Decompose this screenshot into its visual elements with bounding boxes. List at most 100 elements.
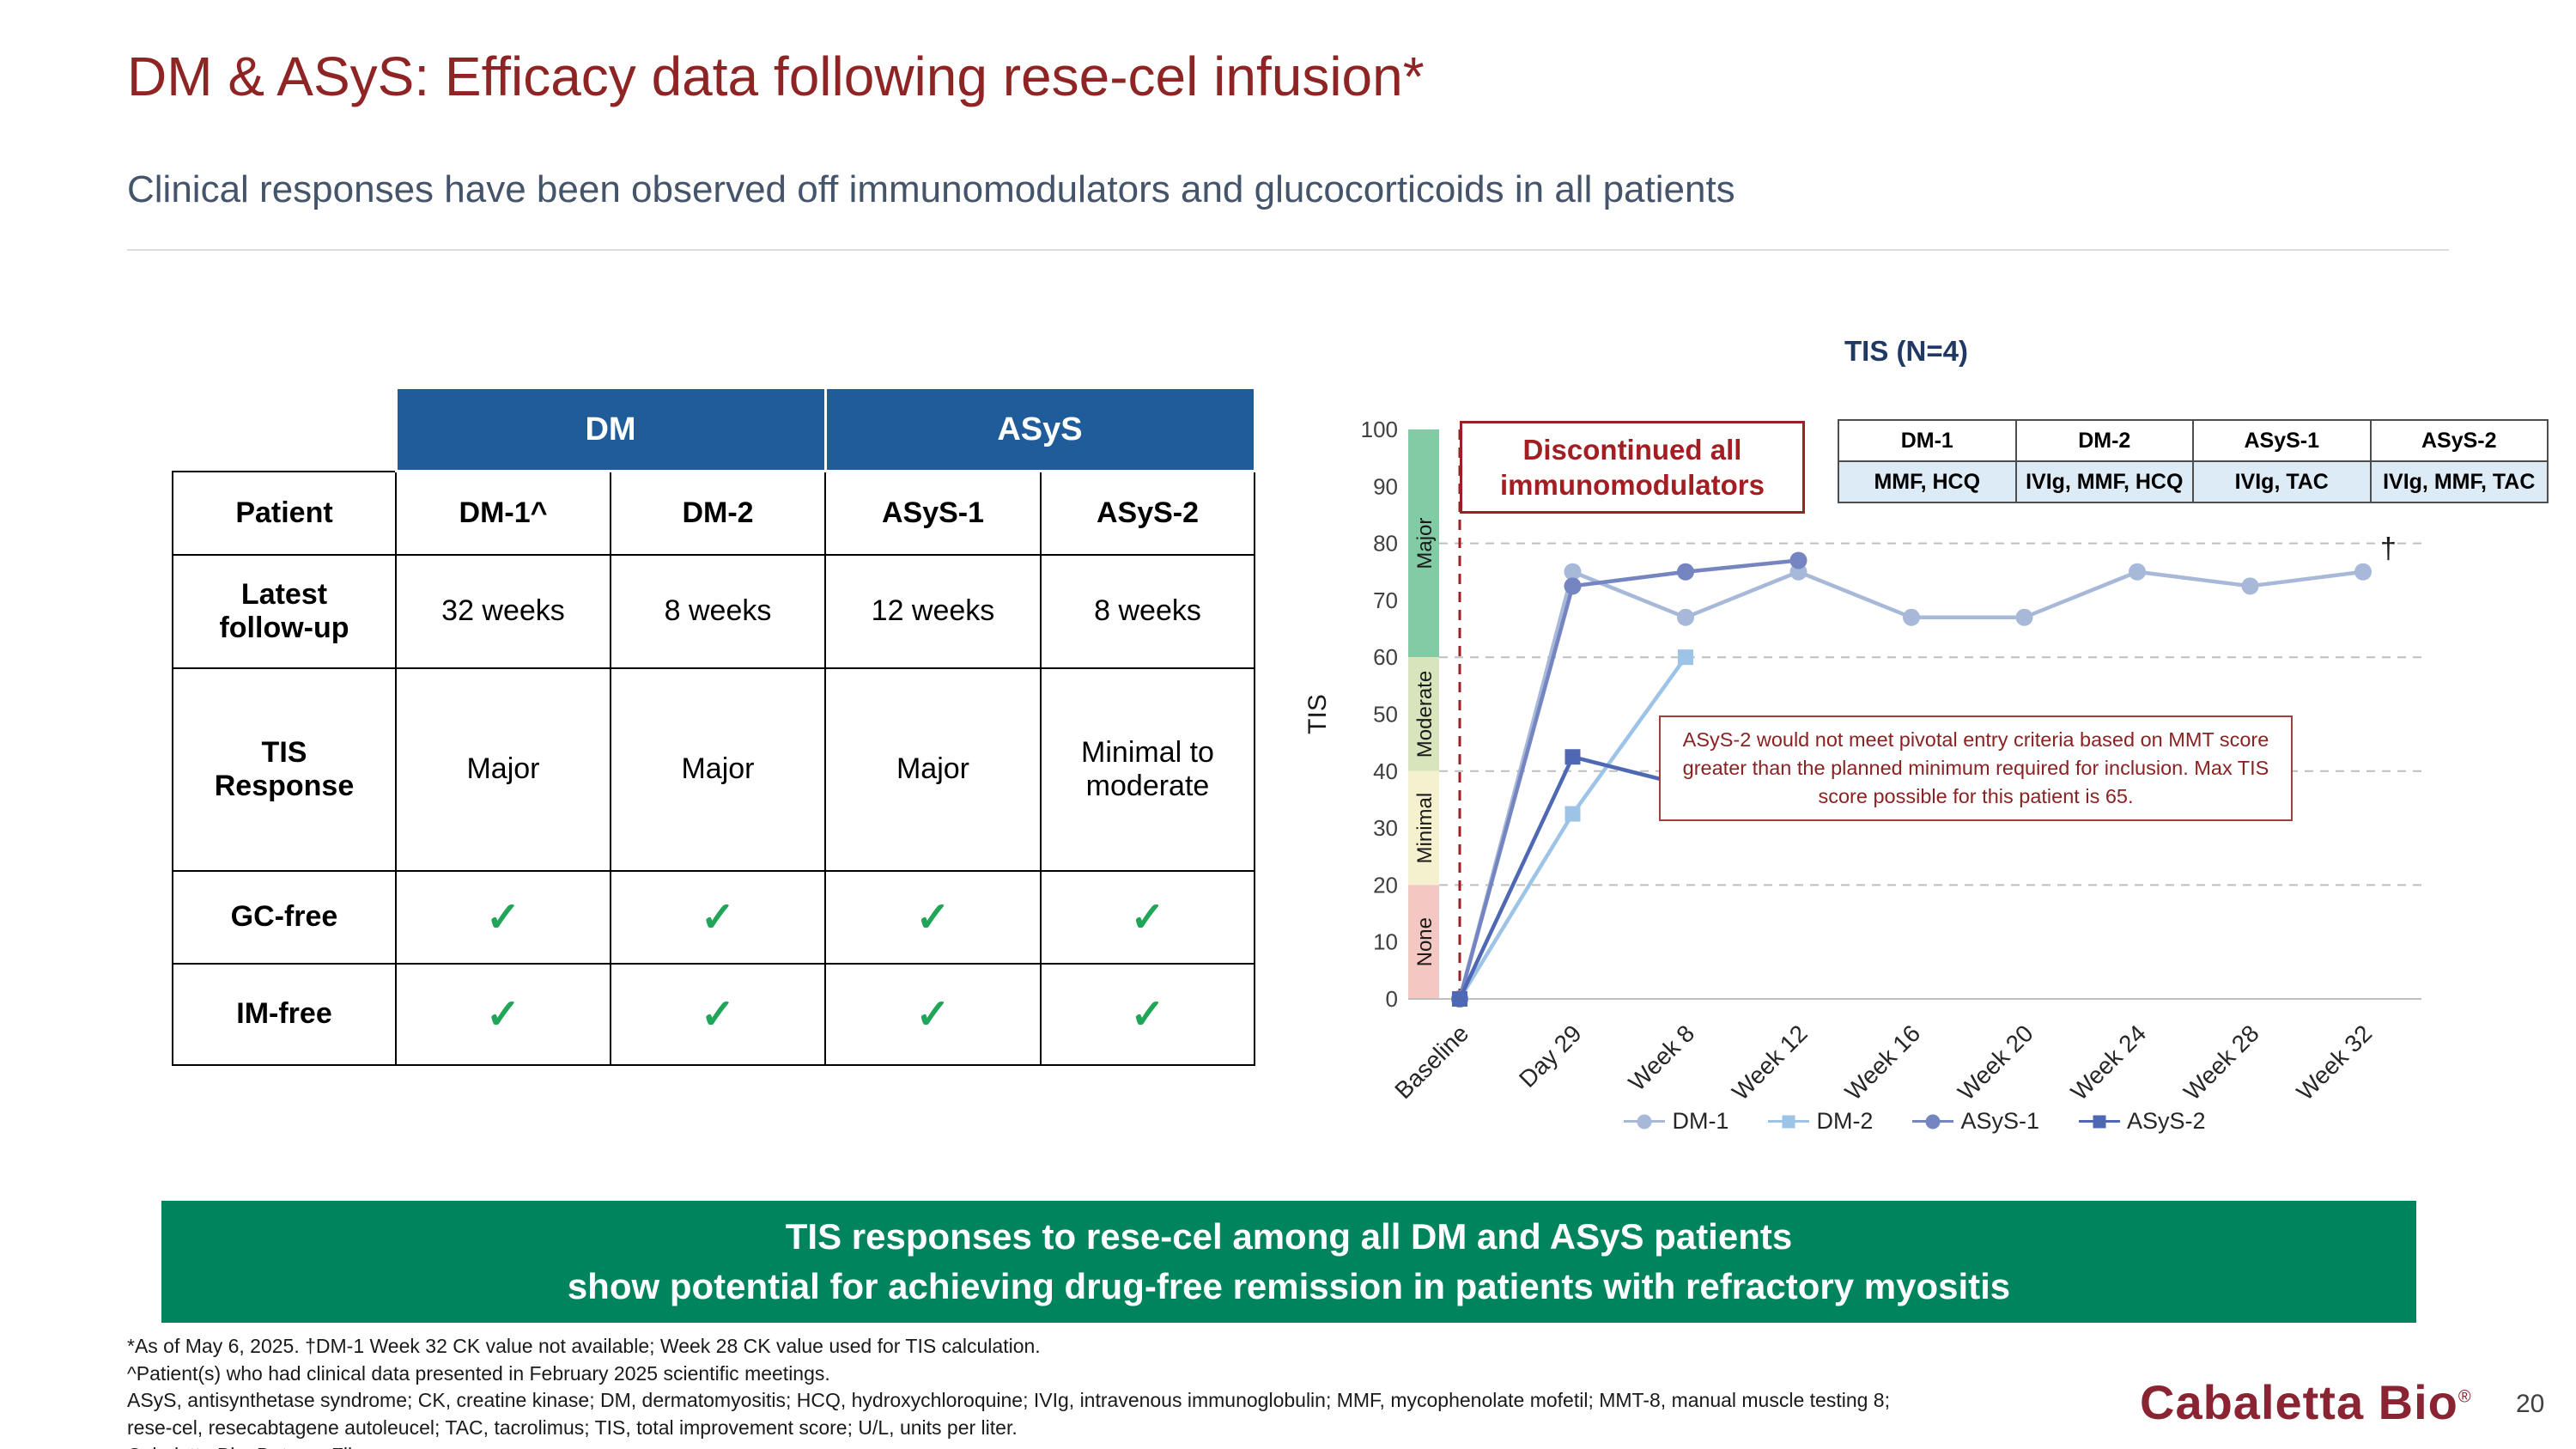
med-table-value: IVIg, TAC	[2194, 462, 2372, 503]
row-label-im-free: IM-free	[172, 962, 397, 1066]
banner-line-1: TIS responses to rese-cel among all DM a…	[785, 1216, 1793, 1257]
dagger-note: †	[2380, 533, 2397, 565]
y-tick-label: 80	[1373, 531, 1398, 557]
table-row-im-free: IM-free ✓ ✓ ✓ ✓	[172, 962, 1255, 1066]
x-tick-label: Week 28	[2178, 1020, 2264, 1105]
key-takeaway-banner: TIS responses to rese-cel among all DM a…	[161, 1201, 2416, 1323]
marker-dm-2	[1678, 649, 1693, 666]
marker-dm-1	[1903, 608, 1920, 626]
med-table-header: ASyS-2	[2371, 421, 2549, 462]
med-table-value: IVIg, MMF, HCQ	[2016, 462, 2194, 503]
marker-dm-1	[2015, 608, 2033, 626]
y-tick-label: 0	[1386, 986, 1398, 1012]
check-icon: ✓	[1040, 962, 1255, 1066]
tis-line-chart: Major Moderate Minimal None 0 10 20 30 40 50 60 70 8…	[1303, 417, 2421, 1105]
row-label-gc-free: GC-free	[172, 869, 397, 965]
check-icon: ✓	[1040, 869, 1255, 965]
row-label-patient: Patient	[172, 470, 397, 556]
footnotes: *As of May 6, 2025. †DM-1 Week 32 CK val…	[127, 1333, 1890, 1449]
x-tick-label: Day 29	[1514, 1020, 1587, 1093]
chart-legend: DM-1 DM-2 ASyS-1 ASyS-2	[1460, 1108, 2370, 1135]
table-row-latest-follow-up: Latest follow-up 32 weeks 8 weeks 12 weeks 8…	[172, 553, 1255, 669]
marker-asys-1	[1789, 551, 1807, 569]
y-tick-label: 20	[1373, 872, 1398, 898]
legend-label: DM-1	[1672, 1108, 1729, 1134]
y-tick-label: 30	[1373, 815, 1398, 841]
med-table-header: ASyS-1	[2194, 421, 2372, 462]
marker-dm-2	[1564, 806, 1581, 822]
legend-label: ASyS-2	[2127, 1108, 2206, 1134]
legend-item-asys-1: ASyS-1	[1912, 1108, 2039, 1135]
marker-asys-2	[1564, 749, 1581, 765]
check-icon: ✓	[824, 869, 1042, 965]
latest-follow-up-cell: 32 weeks	[395, 553, 611, 669]
row-label-tis-response: TIS Response	[172, 667, 397, 872]
asys2-note-annotation: ASyS-2 would not meet pivotal entry crit…	[1659, 715, 2293, 821]
check-icon: ✓	[395, 869, 611, 965]
patient-cell: DM-1^	[395, 470, 611, 556]
row-label-latest-follow-up: Latest follow-up	[172, 553, 397, 669]
latest-follow-up-cell: 8 weeks	[610, 553, 826, 669]
x-tick-label: Baseline	[1389, 1020, 1473, 1104]
footnote-line: ASyS, antisynthetase syndrome; CK, creat…	[127, 1389, 1890, 1412]
legend-item-dm-1: DM-1	[1624, 1108, 1728, 1135]
table-row-gc-free: GC-free ✓ ✓ ✓ ✓	[172, 869, 1255, 965]
latest-follow-up-cell: 8 weeks	[1040, 553, 1255, 669]
band-major	[1408, 429, 1439, 658]
table-group-asys: ASyS	[823, 387, 1256, 472]
tis-response-cell: Major	[610, 667, 826, 872]
header-divider	[127, 249, 2449, 251]
band-label-major: Major	[1413, 518, 1437, 569]
marker-dm-1	[2354, 563, 2372, 581]
table-row-patient: Patient DM-1^ DM-2 ASyS-1 ASyS-2	[172, 470, 1255, 556]
tis-response-cell: Minimal to moderate	[1040, 667, 1255, 872]
footnote-line: ^Patient(s) who had clinical data presen…	[127, 1361, 830, 1385]
y-tick-label: 100	[1361, 417, 1398, 442]
x-tick-label: Week 8	[1624, 1020, 1700, 1096]
band-label-moderate: Moderate	[1413, 671, 1437, 758]
check-icon: ✓	[610, 962, 826, 1066]
marker-asys-1	[1677, 563, 1694, 581]
check-icon: ✓	[610, 869, 826, 965]
patient-cell: ASyS-1	[824, 470, 1042, 556]
page-title: DM & ASyS: Efficacy data following rese-…	[127, 46, 1425, 107]
footnote-line: *As of May 6, 2025. †DM-1 Week 32 CK val…	[127, 1335, 1041, 1357]
logo-text: Cabaletta Bio	[2140, 1375, 2458, 1429]
legend-item-dm-2: DM-2	[1768, 1108, 1873, 1135]
x-tick-label: Week 16	[1840, 1020, 1926, 1105]
legend-circle-icon	[1624, 1113, 1666, 1130]
table-row-tis-response: TIS Response Major Major Major Minimal to mo…	[172, 667, 1255, 872]
immunomodulator-table: DM-1 DM-2 ASyS-1 ASyS-2 MMF, HCQ IVIg, MMF, H…	[1838, 419, 2549, 503]
discontinued-annotation: Discontinued all immunomodulators	[1460, 421, 1805, 514]
tis-response-cell: Major	[824, 667, 1042, 872]
chart-title: TIS (N=4)	[1844, 335, 1968, 367]
patient-cell: DM-2	[610, 470, 826, 556]
table-blank-cell	[173, 387, 396, 472]
marker-dm-1	[2129, 563, 2146, 581]
check-icon: ✓	[824, 962, 1042, 1066]
y-tick-label: 40	[1373, 758, 1398, 784]
series-line-dm-2	[1457, 654, 1688, 1002]
legend-circle-icon	[1912, 1113, 1954, 1130]
band-label-minimal: Minimal	[1413, 793, 1437, 864]
cabaletta-bio-logo: Cabaletta Bio®	[2140, 1374, 2472, 1430]
footnote-line: Cabaletta Bio: Data on File.	[127, 1442, 1890, 1449]
patient-summary-table: DM ASyS Patient DM-1^ DM-2 ASyS-1 ASyS-2 Late…	[172, 387, 1256, 1066]
check-icon: ✓	[395, 962, 611, 1066]
x-tick-label: Week 12	[1727, 1020, 1813, 1105]
legend-label: DM-2	[1816, 1108, 1874, 1134]
footnote-line: rese-cel, resecabtagene autoleucel; TAC,…	[127, 1416, 1018, 1440]
med-table-header: DM-2	[2016, 421, 2194, 462]
legend-square-icon	[2079, 1113, 2120, 1130]
series-line-asys-1	[1457, 558, 1801, 1002]
band-moderate	[1408, 657, 1439, 771]
page-subtitle: Clinical responses have been observed of…	[127, 168, 1735, 210]
legend-item-asys-2: ASyS-2	[2079, 1108, 2206, 1135]
med-table-header: DM-1	[1839, 421, 2017, 462]
y-tick-label: 70	[1373, 588, 1398, 613]
registered-mark: ®	[2458, 1387, 2472, 1407]
page-number: 20	[2516, 1390, 2545, 1418]
marker-asys-2	[1452, 991, 1467, 1007]
marker-asys-1	[1564, 577, 1582, 595]
